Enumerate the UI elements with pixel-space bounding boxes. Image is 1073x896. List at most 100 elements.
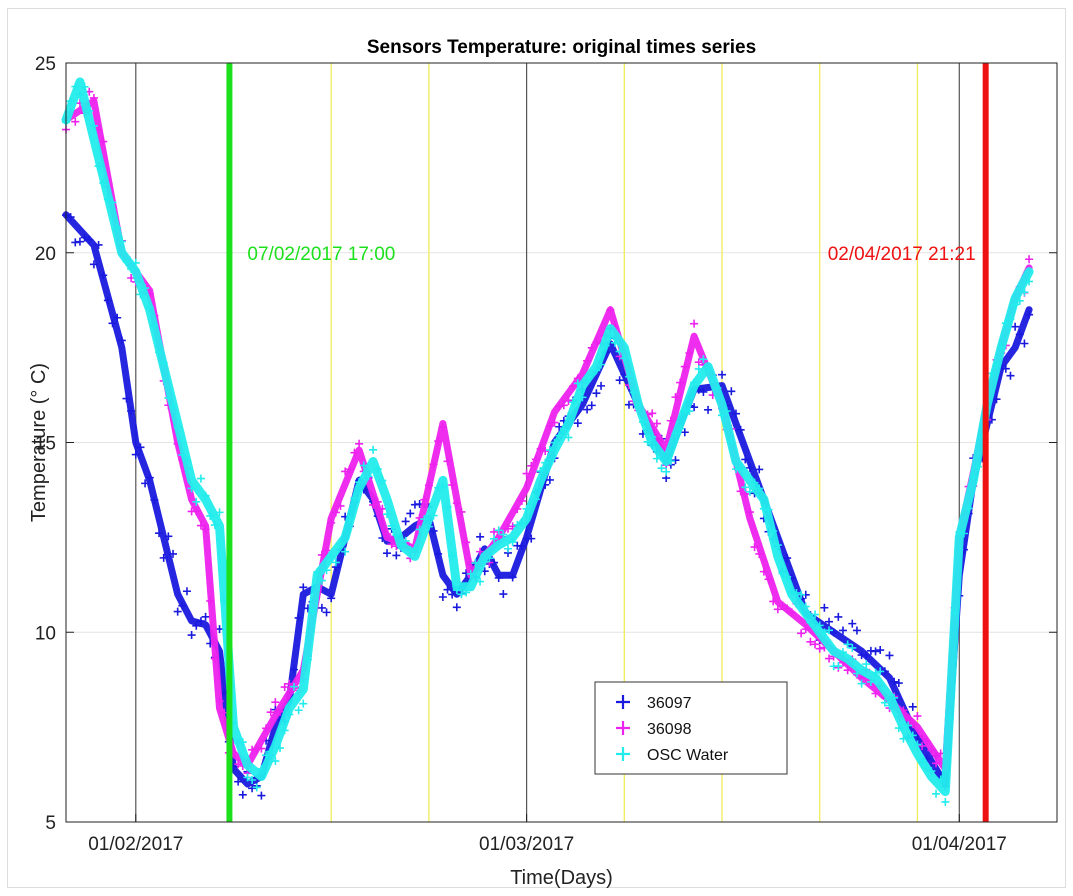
- data-point: [811, 640, 820, 649]
- data-point: [503, 544, 512, 553]
- data-point: [210, 521, 219, 530]
- data-point: [71, 82, 80, 91]
- data-point: [99, 271, 108, 280]
- data-point: [359, 461, 368, 470]
- data-point: [387, 540, 396, 549]
- data-point: [657, 464, 666, 473]
- data-point: [769, 526, 778, 535]
- data-point: [666, 416, 675, 425]
- data-point: [201, 525, 210, 534]
- data-point: [276, 707, 285, 716]
- data-point: [89, 121, 98, 130]
- data-point: [401, 517, 410, 526]
- data-point: [434, 483, 443, 492]
- data-point: [85, 106, 94, 115]
- data-point: [545, 421, 554, 430]
- data-point: [783, 554, 792, 563]
- y-tick-label: 25: [35, 54, 56, 75]
- data-point: [303, 655, 312, 664]
- data-point: [624, 372, 633, 381]
- data-point: [122, 394, 131, 403]
- data-point: [834, 662, 843, 671]
- data-point: [262, 751, 271, 760]
- chart-title: Sensors Temperature: original times seri…: [367, 37, 756, 58]
- data-point: [927, 746, 936, 755]
- data-point: [234, 777, 243, 786]
- data-point: [685, 349, 694, 358]
- data-point: [755, 549, 764, 558]
- data-point: [997, 343, 1006, 352]
- data-point: [531, 495, 540, 504]
- data-point: [885, 701, 894, 710]
- data-point: [355, 439, 364, 448]
- data-point: [787, 588, 796, 597]
- data-point: [555, 402, 564, 411]
- data-point: [899, 706, 908, 715]
- data-point: [941, 797, 950, 806]
- data-point: [490, 534, 499, 543]
- data-point: [248, 784, 257, 793]
- data-point: [797, 590, 806, 599]
- legend-entry: 36097: [647, 695, 692, 712]
- data-point: [583, 356, 592, 365]
- data-point: [364, 472, 373, 481]
- data-point: [178, 450, 187, 459]
- data-point: [517, 496, 526, 505]
- data-point: [476, 547, 485, 556]
- legend-marker: [616, 695, 630, 709]
- data-point: [904, 721, 913, 730]
- data-point: [327, 594, 336, 603]
- data-point: [75, 90, 84, 99]
- data-point: [75, 237, 84, 246]
- data-point: [666, 457, 675, 466]
- data-point: [592, 366, 601, 375]
- data-point: [494, 574, 503, 583]
- data-point: [443, 502, 452, 511]
- data-point: [127, 264, 136, 273]
- data-point: [252, 783, 261, 792]
- data-point: [294, 706, 303, 715]
- data-point: [908, 731, 917, 740]
- data-point: [383, 510, 392, 519]
- data-point: [1006, 315, 1015, 324]
- data-point: [745, 508, 754, 517]
- data-point: [271, 698, 280, 707]
- data-point: [503, 524, 512, 533]
- data-point: [141, 479, 150, 488]
- data-point: [852, 626, 861, 635]
- data-point: [476, 532, 485, 541]
- data-point: [541, 458, 550, 467]
- data-point: [801, 625, 810, 634]
- data-point: [736, 487, 745, 496]
- data-point: [415, 525, 424, 534]
- data-point: [289, 682, 298, 691]
- data-point: [150, 321, 159, 330]
- data-point: [317, 603, 326, 612]
- data-point: [522, 504, 531, 513]
- data-point: [648, 409, 657, 418]
- data-point: [764, 505, 773, 514]
- data-point: [289, 665, 298, 674]
- data-point: [773, 541, 782, 550]
- data-point: [266, 747, 275, 756]
- data-point: [299, 583, 308, 592]
- data-point: [778, 569, 787, 578]
- data-layer: [61, 77, 1034, 806]
- data-point: [531, 455, 540, 464]
- data-point: [1015, 296, 1024, 305]
- data-point: [727, 437, 736, 446]
- data-point: [159, 358, 168, 367]
- data-point: [206, 596, 215, 605]
- data-point: [969, 472, 978, 481]
- data-point: [336, 539, 345, 548]
- data-point: [145, 303, 154, 312]
- legend-marker: [616, 747, 630, 761]
- data-point: [1025, 255, 1034, 264]
- data-point: [438, 482, 447, 491]
- data-point: [462, 588, 471, 597]
- data-point: [536, 444, 545, 453]
- data-point: [927, 767, 936, 776]
- data-point: [80, 233, 89, 242]
- data-point: [517, 518, 526, 527]
- data-point: [262, 724, 271, 733]
